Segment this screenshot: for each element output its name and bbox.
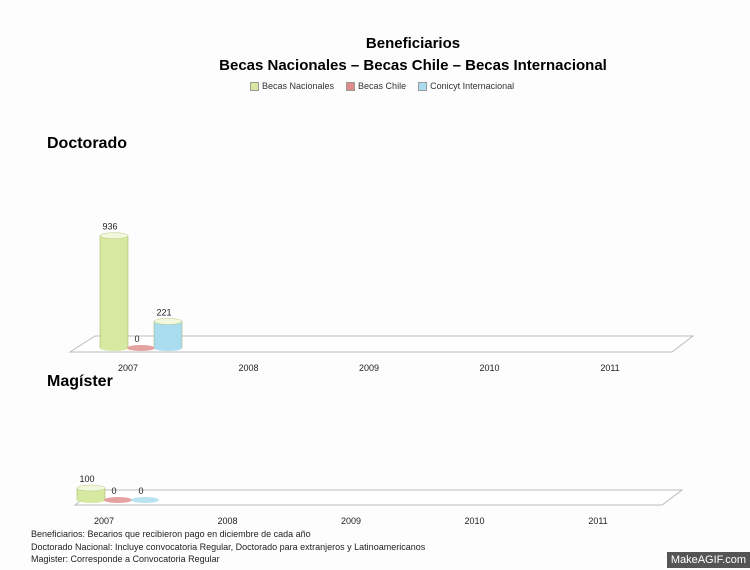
data-label: 0 [138, 486, 143, 496]
x-tick-label: 2007 [94, 516, 114, 526]
bar-bottom [100, 345, 128, 351]
bar-flat [127, 345, 155, 351]
bar-body [153, 321, 183, 349]
chart-floor [68, 335, 695, 353]
bar [76, 484, 106, 503]
x-tick-label: 2010 [479, 363, 499, 373]
bar [131, 497, 159, 503]
bar-flat [131, 497, 159, 503]
legend-item: Becas Chile [346, 81, 406, 91]
x-tick-label: 2008 [238, 363, 258, 373]
x-tick-label: 2008 [217, 516, 237, 526]
legend-swatch [250, 81, 259, 91]
legend: Becas Nacionales Becas Chile Conicyt Int… [250, 81, 514, 91]
bar [99, 232, 129, 351]
bar-top [153, 318, 183, 325]
bar-bottom [154, 345, 182, 351]
data-label: 936 [102, 222, 117, 232]
legend-label: Becas Chile [358, 81, 407, 91]
footnotes: Beneficiarios: Becarios que recibieron p… [31, 528, 425, 566]
bar-top [99, 232, 129, 239]
x-tick-label: 2007 [118, 363, 138, 373]
section-title-doctorado: Doctorado [47, 135, 127, 152]
legend-label: Conicyt Internacional [430, 81, 515, 91]
chart-floor [73, 489, 684, 506]
legend-item: Becas Nacionales [250, 81, 334, 91]
legend-swatch [418, 81, 428, 91]
bar-top [76, 484, 106, 492]
footnote: Beneficiarios: Becarios que recibieron p… [31, 529, 311, 539]
footnote: Magister: Corresponde a Convocatoria Reg… [31, 554, 220, 564]
chart-subtitle: Becas Nacionales – Becas Chile – Becas I… [219, 57, 607, 74]
bar-bottom [77, 497, 105, 503]
legend-swatch [346, 81, 356, 91]
bar [104, 497, 132, 503]
x-tick-label: 2009 [341, 516, 361, 526]
x-tick-label: 2010 [464, 516, 484, 526]
legend-label: Becas Nacionales [262, 81, 335, 91]
footnote: Doctorado Nacional: Incluye convocatoria… [31, 541, 426, 552]
chart-title: Beneficiarios [365, 35, 461, 52]
data-label: 0 [111, 486, 116, 496]
data-label: 0 [134, 334, 139, 344]
legend-item: Conicyt Internacional [418, 81, 514, 91]
bar-flat [104, 497, 132, 503]
data-label: 100 [79, 474, 94, 484]
watermark: MakeAGIF.com [666, 552, 750, 568]
section-title-magister: Magíster [47, 373, 113, 390]
x-tick-label: 2009 [359, 363, 379, 373]
data-label: 221 [156, 307, 171, 317]
x-tick-label: 2011 [600, 363, 619, 373]
bar [127, 345, 155, 351]
x-tick-label: 2011 [588, 516, 607, 526]
bar [153, 318, 183, 351]
bar-body [99, 235, 129, 349]
